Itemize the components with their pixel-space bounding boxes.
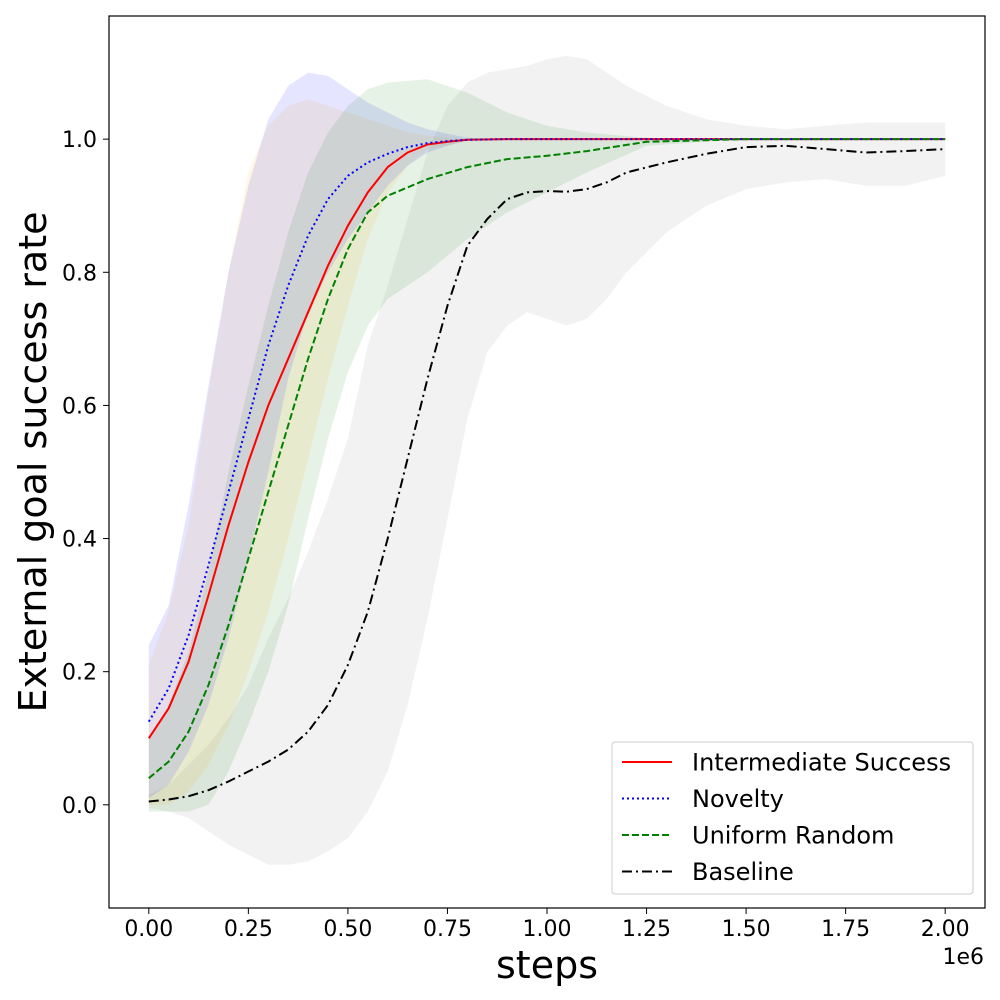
legend-label: Intermediate Success [692, 749, 951, 777]
y-axis-title: External goal success rate [11, 212, 55, 713]
series-lines [147, 138, 946, 803]
x-tick-label: 0.50 [323, 917, 372, 942]
x-tick-label: 0.25 [224, 917, 273, 942]
line-baseline [148, 144, 946, 803]
y-tick-label: 0.2 [62, 661, 97, 686]
x-tick-label: 1.25 [622, 917, 671, 942]
x-tick-label: 2.00 [921, 917, 970, 942]
y-axis-ticks: 0.0 0.2 0.4 0.6 0.8 1.0 [62, 128, 109, 819]
confidence-bands [148, 55, 946, 865]
x-axis-title: steps [496, 943, 598, 987]
x-tick-label: 0.75 [423, 917, 472, 942]
legend-label: Novelty [692, 785, 784, 813]
x-axis-offset-label: 1e6 [942, 945, 984, 970]
x-axis-ticks: 0.00 0.25 0.50 0.75 1.00 1.25 1.50 1.75 2.00 [124, 908, 970, 942]
legend: Intermediate Success Novelty Uniform Rando… [611, 741, 974, 895]
x-tick-label: 0.00 [124, 917, 173, 942]
band-intermediate-success [148, 99, 946, 805]
y-tick-label: 1.0 [62, 128, 97, 153]
y-tick-label: 0.6 [62, 394, 97, 419]
x-tick-label: 1.50 [722, 917, 771, 942]
legend-label: Baseline [692, 858, 794, 886]
legend-label: Uniform Random [692, 822, 894, 850]
line-intermediate-success [147, 138, 946, 739]
y-tick-label: 0.8 [62, 261, 97, 286]
y-tick-label: 0.0 [62, 794, 97, 819]
x-tick-label: 1.75 [821, 917, 870, 942]
y-tick-label: 0.4 [62, 528, 97, 553]
band-uniform-random [148, 79, 946, 812]
band-baseline [148, 55, 946, 865]
x-tick-label: 1.00 [523, 917, 572, 942]
legend-box [611, 741, 974, 895]
line-uniform-random [148, 138, 946, 779]
